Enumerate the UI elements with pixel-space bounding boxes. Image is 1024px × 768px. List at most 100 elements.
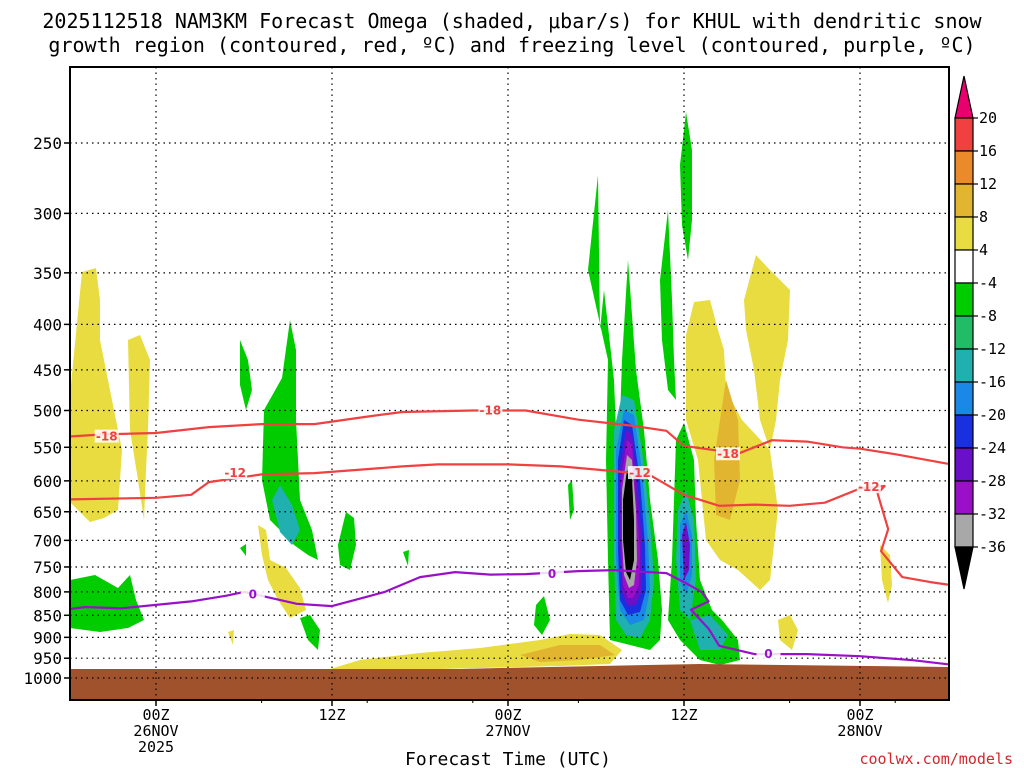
contour-label-bg bbox=[240, 587, 265, 601]
chart-title-line-1: 2025112518 NAM3KM Forecast Omega (shaded… bbox=[42, 9, 982, 33]
colorbar-swatch bbox=[954, 381, 974, 416]
y-axis: 250 300 350 400 450 500 550 600 650 700 750 800 850 9… bbox=[23, 134, 70, 688]
colorbar-label: 20 bbox=[979, 109, 997, 127]
colorbar-label: -36 bbox=[979, 538, 1006, 556]
contour-label: -18 bbox=[480, 404, 502, 418]
y-tick-label: 850 bbox=[33, 606, 62, 625]
y-tick-label: 950 bbox=[33, 649, 62, 668]
y-tick-label: 650 bbox=[33, 503, 62, 522]
colorbar-swatch bbox=[954, 183, 974, 218]
colorbar-top-arrow bbox=[954, 75, 974, 119]
y-tick-label: 600 bbox=[33, 472, 62, 491]
credit-text: coolwx.com/models bbox=[859, 750, 1013, 768]
colorbar-swatch bbox=[954, 480, 974, 515]
x-tick-label: 26NOV bbox=[133, 722, 178, 740]
colorbar-swatch bbox=[954, 216, 974, 251]
omega-region-small-green-5 bbox=[534, 596, 550, 635]
colorbar-label: -16 bbox=[979, 373, 1006, 391]
omega-region-12z-purple bbox=[682, 522, 690, 580]
omega-shading bbox=[70, 112, 892, 672]
colorbar-swatch bbox=[954, 348, 974, 383]
omega-region-dot-2 bbox=[403, 550, 409, 566]
contour-label: -12 bbox=[629, 466, 651, 480]
contour-label-bg bbox=[94, 429, 119, 443]
colorbar-label: -4 bbox=[979, 274, 997, 292]
y-tick-label: 750 bbox=[33, 558, 62, 577]
x-tick-label: 00Z bbox=[142, 706, 169, 724]
contour-label-bg bbox=[756, 647, 781, 661]
colorbar-label: -12 bbox=[979, 340, 1006, 358]
omega-region-left-yellow bbox=[70, 268, 122, 522]
colorbar: 20 16 12 8 4 -4 -8 -12 -16 -20 -24 -28 -32 -36 bbox=[954, 75, 1006, 590]
omega-region-far-east-yellow bbox=[744, 255, 790, 450]
contour-label-bg bbox=[716, 447, 740, 461]
plot-area: -18 -18 -18 -12 -12 -12 0 0 0 bbox=[70, 67, 949, 700]
contour-line bbox=[70, 569, 949, 666]
y-tick-label: 300 bbox=[33, 204, 62, 223]
colorbar-swatch bbox=[954, 282, 974, 317]
contour-label-bg bbox=[628, 466, 652, 480]
colorbar-label: 4 bbox=[979, 241, 988, 259]
y-tick-label: 250 bbox=[33, 134, 62, 153]
temperature-contours: -18 -18 -18 -12 -12 -12 0 0 0 bbox=[70, 403, 949, 666]
contour-label-bg bbox=[856, 480, 881, 494]
x-tick-label: 28NOV bbox=[837, 722, 882, 740]
contour-label: 0 bbox=[764, 647, 772, 661]
x-tick-label: 12Z bbox=[318, 706, 345, 724]
colorbar-label: 12 bbox=[979, 175, 997, 193]
omega-region-surface-yellow bbox=[320, 634, 622, 672]
contour-label: 0 bbox=[548, 567, 556, 581]
colorbar-swatch bbox=[954, 249, 974, 284]
x-tick-label: 27NOV bbox=[485, 722, 530, 740]
contour-label: -18 bbox=[96, 430, 118, 444]
contour-label: -18 bbox=[717, 447, 739, 461]
omega-region-small-green-1 bbox=[240, 340, 252, 410]
colorbar-swatch bbox=[954, 414, 974, 449]
y-tick-label: 550 bbox=[33, 438, 62, 457]
omega-region-12z-surface-teal bbox=[690, 615, 728, 650]
colorbar-label: 16 bbox=[979, 142, 997, 160]
omega-region-small-yellow bbox=[778, 615, 798, 650]
colorbar-swatch bbox=[954, 150, 974, 185]
omega-region-left-green bbox=[70, 575, 144, 632]
chart-title-line-2: growth region (contoured, red, ºC) and f… bbox=[48, 33, 975, 57]
colorbar-swatch bbox=[954, 513, 974, 548]
omega-region-top-green bbox=[680, 112, 692, 260]
grid-lines bbox=[70, 67, 949, 700]
colorbar-label: -28 bbox=[979, 472, 1006, 490]
x-tick-label: 12Z bbox=[670, 706, 697, 724]
x-tick-label: 2025 bbox=[138, 738, 174, 756]
colorbar-label: 8 bbox=[979, 208, 988, 226]
omega-region-small-green-4 bbox=[568, 480, 574, 520]
omega-region-small-green-3 bbox=[300, 615, 320, 650]
contour-label: -12 bbox=[224, 466, 246, 480]
contour-label: 0 bbox=[249, 587, 257, 601]
colorbar-label: -24 bbox=[979, 439, 1006, 457]
y-tick-label: 350 bbox=[33, 264, 62, 283]
colorbar-swatch bbox=[954, 447, 974, 482]
omega-region-dot-1 bbox=[240, 544, 246, 556]
colorbar-label: -8 bbox=[979, 307, 997, 325]
contour-label-bg bbox=[223, 466, 248, 480]
x-tick-label: 00Z bbox=[846, 706, 873, 724]
y-tick-label: 400 bbox=[33, 315, 62, 334]
colorbar-bottom-arrow bbox=[954, 546, 974, 590]
colorbar-label: -20 bbox=[979, 406, 1006, 424]
colorbar-swatch bbox=[954, 315, 974, 350]
contour-label-bg bbox=[478, 403, 503, 417]
y-tick-label: 1000 bbox=[23, 669, 62, 688]
y-tick-label: 700 bbox=[33, 531, 62, 550]
plot-frame bbox=[69, 66, 950, 701]
contour-label-bg bbox=[540, 567, 564, 581]
ground-slope bbox=[70, 664, 949, 676]
omega-region-tower-green bbox=[660, 210, 676, 400]
contour-line bbox=[70, 409, 949, 465]
omega-region-12z-26-teal bbox=[272, 485, 300, 545]
omega-region-mid-yellow bbox=[258, 525, 306, 618]
y-tick-label: 450 bbox=[33, 361, 62, 380]
x-tick-label: 00Z bbox=[494, 706, 521, 724]
colorbar-swatch bbox=[954, 117, 974, 152]
omega-region-dot-3 bbox=[228, 630, 234, 645]
